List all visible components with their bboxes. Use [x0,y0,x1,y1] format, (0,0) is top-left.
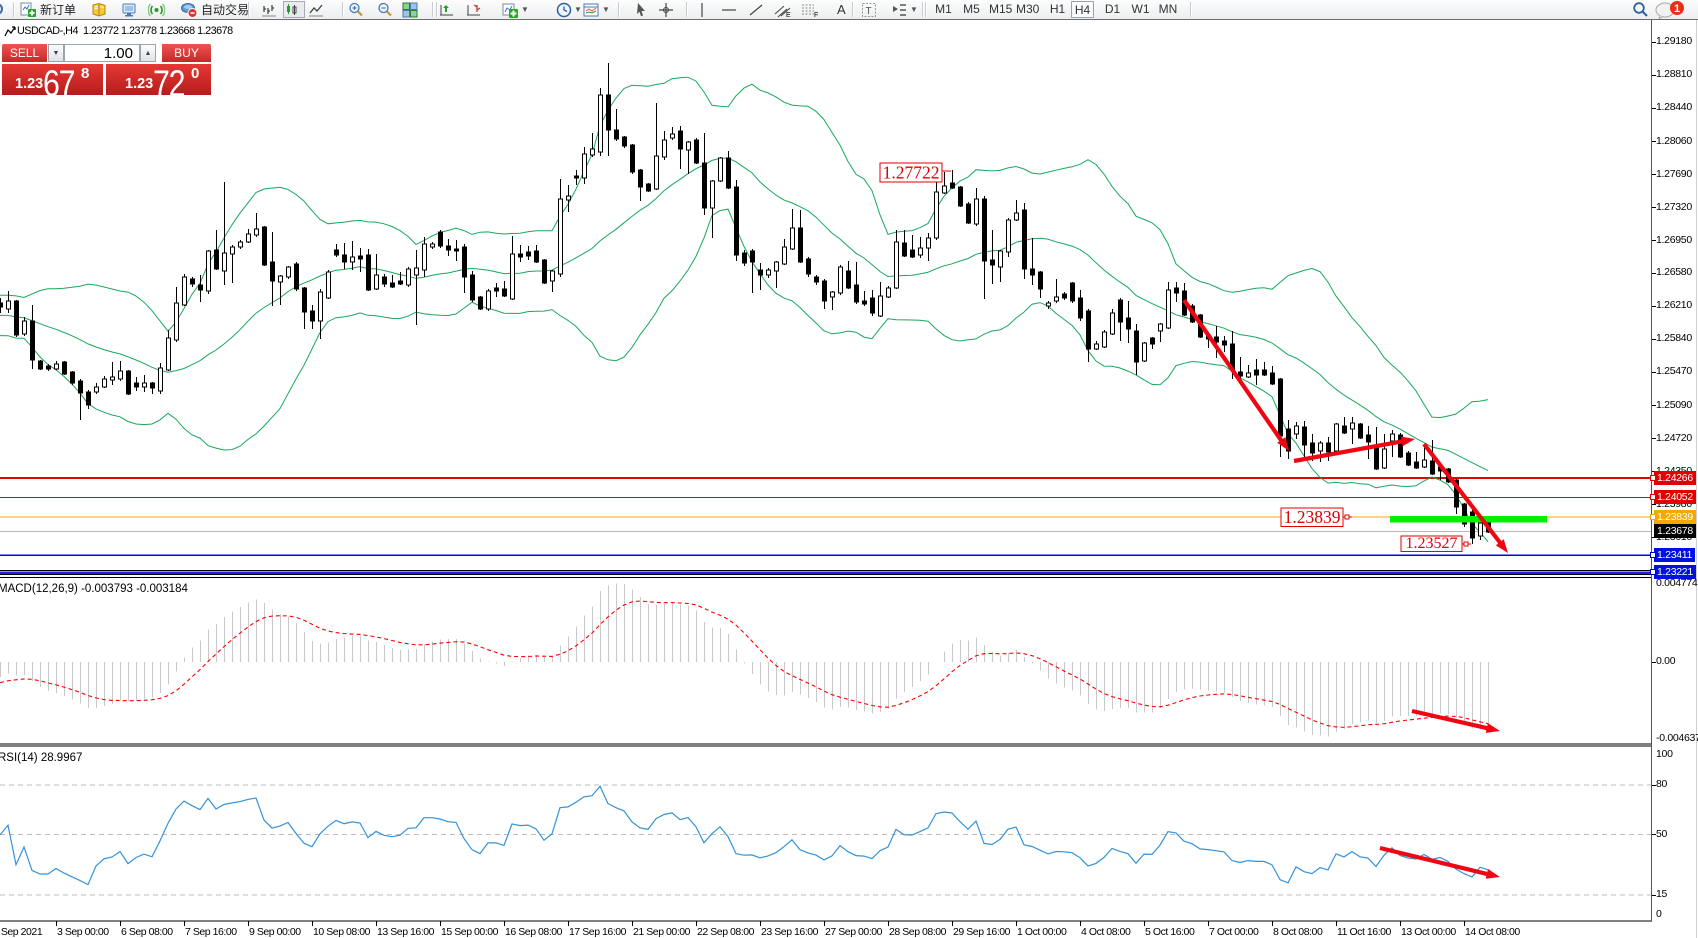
svg-text:1.23527: 1.23527 [1406,535,1458,552]
svg-text:T: T [866,6,872,17]
svg-text:F: F [814,12,818,18]
svg-text:E: E [786,12,791,18]
svg-text:1.27722: 1.27722 [883,163,940,183]
svg-text:1: 1 [1674,3,1680,15]
svg-text:1.23839: 1.23839 [1284,507,1341,527]
